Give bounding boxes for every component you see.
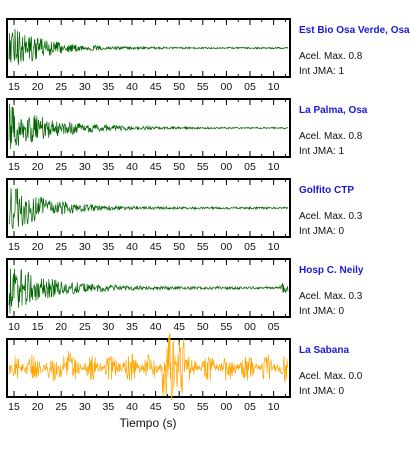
x-tick-label: 35 [103, 161, 115, 173]
max-accel-label: Acel. Max. 0.3 [299, 211, 363, 222]
x-tick-label: 05 [268, 321, 280, 333]
x-tick-label: 10 [268, 401, 280, 413]
station-name: La Palma, Osa [299, 105, 368, 116]
x-tick-label: 25 [55, 241, 67, 253]
max-accel-label: Acel. Max. 0.3 [299, 291, 363, 302]
x-tick-label: 25 [55, 401, 67, 413]
jma-intensity-label: Int JMA: 0 [299, 306, 345, 317]
x-tick-label: 50 [197, 321, 209, 333]
x-tick-label: 10 [268, 81, 280, 93]
x-tick-label: 00 [244, 321, 256, 333]
x-tick-label: 45 [150, 401, 162, 413]
station-name: Hosp C. Neily [299, 265, 364, 276]
jma-intensity-label: Int JMA: 0 [299, 386, 345, 397]
x-tick-label: 35 [103, 401, 115, 413]
x-tick-label: 15 [8, 401, 20, 413]
x-tick-label: 20 [55, 321, 67, 333]
x-tick-label: 40 [150, 321, 162, 333]
x-tick-label: 20 [32, 161, 44, 173]
x-tick-label: 55 [197, 241, 209, 253]
x-tick-label: 05 [244, 401, 256, 413]
waveform-series [8, 268, 289, 314]
x-tick-label: 00 [221, 401, 233, 413]
x-tick-label: 00 [221, 161, 233, 173]
panel-frame [6, 338, 291, 398]
panel-3: 15 20 25 30 35 40 45 50 55 00 05 10 [6, 178, 291, 253]
x-tick-label: 05 [244, 161, 256, 173]
station-name: La Sabana [299, 345, 350, 356]
x-tick-label: 55 [197, 81, 209, 93]
x-tick-label: 35 [126, 321, 138, 333]
x-tick-label: 50 [173, 161, 185, 173]
x-tick-label: 10 [8, 321, 20, 333]
x-tick-label: 20 [32, 401, 44, 413]
waveform-series [8, 332, 289, 401]
panel-1: 15 20 25 30 35 40 45 50 55 00 05 10 [6, 18, 291, 93]
x-tick-label: 25 [55, 161, 67, 173]
x-tick-label: 10 [268, 161, 280, 173]
x-tick-label: 40 [126, 81, 138, 93]
x-tick-label: 30 [103, 321, 115, 333]
x-tick-label: 50 [173, 401, 185, 413]
x-tick-label: 00 [221, 81, 233, 93]
panel-frame [6, 98, 291, 158]
x-tick-label: 10 [268, 241, 280, 253]
x-tick-label: 45 [150, 161, 162, 173]
x-tick-label: 50 [173, 81, 185, 93]
x-tick-label: 25 [55, 81, 67, 93]
x-tick-label: 35 [103, 81, 115, 93]
x-tick-label: 45 [173, 321, 185, 333]
x-tick-label: 25 [79, 321, 91, 333]
x-tick-label: 55 [197, 161, 209, 173]
x-tick-label: 30 [79, 161, 91, 173]
x-tick-label: 40 [126, 401, 138, 413]
max-accel-label: Acel. Max. 0.8 [299, 131, 363, 142]
jma-intensity-label: Int JMA: 0 [299, 226, 345, 237]
x-tick-label: 20 [32, 241, 44, 253]
panel-4: 10 15 20 25 30 35 40 45 50 55 00 05 [6, 258, 291, 333]
panel-5: 15 20 25 30 35 40 45 50 55 00 05 10 [6, 332, 291, 413]
x-tick-label: 45 [150, 81, 162, 93]
x-tick-label: 50 [173, 241, 185, 253]
station-name: Est Bio Osa Verde, Osa [299, 25, 410, 36]
x-tick-label: 05 [244, 81, 256, 93]
x-tick-label: 55 [197, 401, 209, 413]
panel-frame [6, 258, 291, 318]
panel-2: 15 20 25 30 35 40 45 50 55 00 05 10 [6, 98, 291, 173]
x-tick-label: 45 [150, 241, 162, 253]
x-tick-label: 15 [8, 161, 20, 173]
x-tick-label: 35 [103, 241, 115, 253]
station-name: Golfito CTP [299, 185, 354, 196]
x-tick-label: 30 [79, 81, 91, 93]
x-tick-label: 30 [79, 241, 91, 253]
jma-intensity-label: Int JMA: 1 [299, 66, 345, 77]
x-tick-label: 05 [244, 241, 256, 253]
max-accel-label: Acel. Max. 0.0 [299, 371, 363, 382]
x-tick-label: 15 [8, 241, 20, 253]
x-tick-label: 15 [32, 321, 44, 333]
x-axis-title: Tiempo (s) [120, 416, 177, 430]
x-tick-label: 40 [126, 241, 138, 253]
panel-frame [6, 178, 291, 238]
waveform-series [8, 188, 289, 230]
waveform-series [8, 103, 289, 149]
x-tick-label: 40 [126, 161, 138, 173]
waveform-series [8, 28, 289, 65]
x-tick-label: 55 [221, 321, 233, 333]
jma-intensity-label: Int JMA: 1 [299, 146, 345, 157]
panel-frame [6, 18, 291, 78]
max-accel-label: Acel. Max. 0.8 [299, 51, 363, 62]
x-tick-label: 00 [221, 241, 233, 253]
x-tick-label: 20 [32, 81, 44, 93]
x-tick-label: 15 [8, 81, 20, 93]
x-tick-label: 30 [79, 401, 91, 413]
